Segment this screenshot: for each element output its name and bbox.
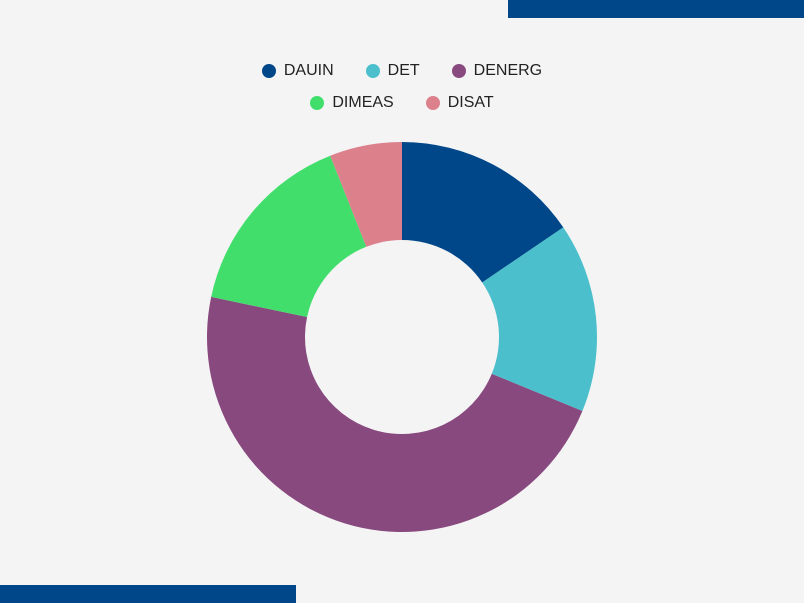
legend-swatch-dauin xyxy=(261,64,276,78)
legend-item-det[interactable]: DET xyxy=(365,62,420,80)
donut-slice-dauin[interactable] xyxy=(402,142,564,283)
donut-slice-denerg[interactable] xyxy=(206,296,583,533)
legend-label-denerg: DENERG xyxy=(473,62,543,79)
legend-label-dauin: DAUIN xyxy=(283,62,334,79)
legend-swatch-disat xyxy=(425,96,440,110)
donut-slice-dimeas[interactable] xyxy=(211,155,367,318)
donut-slice-disat[interactable] xyxy=(330,142,402,247)
accent-bar-bottom xyxy=(0,585,296,603)
chart-legend: DAUIN DET DENERG DIMEAS DISAT xyxy=(0,62,804,112)
legend-label-dimeas: DIMEAS xyxy=(332,94,394,111)
accent-bar-top xyxy=(508,0,804,18)
legend-label-disat: DISAT xyxy=(447,94,494,111)
legend-row-2: DIMEAS DISAT xyxy=(310,94,494,112)
legend-row-1: DAUIN DET DENERG xyxy=(261,62,543,80)
legend-label-det: DET xyxy=(387,62,420,79)
donut-slice-det[interactable] xyxy=(482,227,597,412)
legend-swatch-denerg xyxy=(451,64,466,78)
legend-item-dimeas[interactable]: DIMEAS xyxy=(310,94,394,112)
legend-item-denerg[interactable]: DENERG xyxy=(451,62,543,80)
legend-swatch-det xyxy=(365,64,380,78)
legend-item-dauin[interactable]: DAUIN xyxy=(261,62,334,80)
legend-item-disat[interactable]: DISAT xyxy=(425,94,494,112)
legend-swatch-dimeas xyxy=(310,96,325,110)
